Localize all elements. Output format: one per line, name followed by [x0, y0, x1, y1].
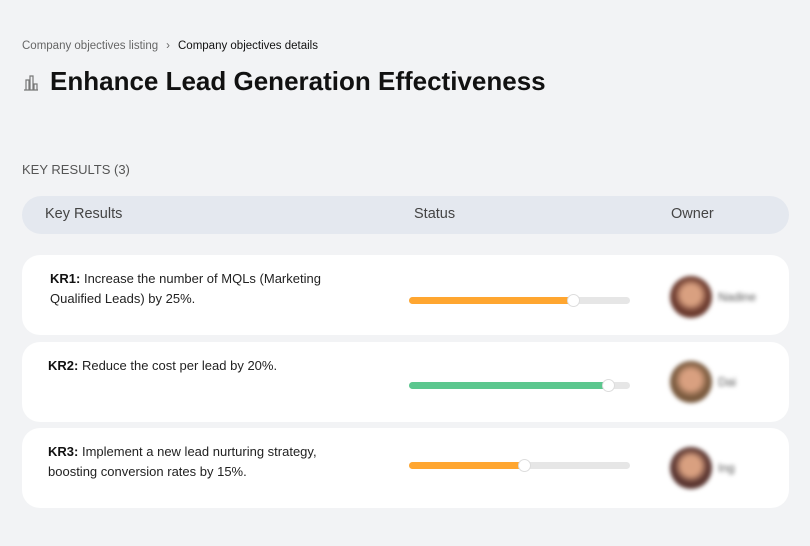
building-icon — [24, 74, 38, 91]
column-owner: Owner — [671, 206, 714, 222]
key-result-text: KR2: Reduce the cost per lead by 20%. — [48, 356, 368, 376]
owner[interactable]: Dai — [670, 361, 736, 403]
progress-bar — [409, 459, 630, 472]
breadcrumb-link-listing[interactable]: Company objectives listing — [22, 40, 159, 52]
section-label: KEY RESULTS (3) — [22, 162, 130, 177]
progress-bar — [409, 294, 630, 307]
column-key-results: Key Results — [45, 206, 123, 222]
progress-fill — [409, 297, 573, 304]
owner-name: Dai — [718, 375, 737, 389]
breadcrumb: Company objectives listing › Company obj… — [22, 40, 318, 52]
chevron-right-icon: › — [166, 40, 170, 52]
table-row[interactable]: KR3: Implement a new lead nurturing stra… — [22, 428, 789, 508]
key-result-id: KR2: — [48, 358, 79, 373]
key-result-id: KR1: — [50, 271, 81, 286]
key-result-text: KR3: Implement a new lead nurturing stra… — [48, 442, 368, 482]
owner[interactable]: Nadine — [670, 276, 756, 318]
page-title: Enhance Lead Generation Effectiveness — [50, 66, 546, 96]
avatar — [670, 447, 712, 489]
progress-bar — [409, 379, 630, 392]
progress-knob — [601, 379, 615, 392]
progress-fill — [409, 382, 608, 389]
owner-name: Nadine — [718, 290, 757, 304]
progress-knob — [566, 294, 580, 307]
progress-fill — [409, 462, 524, 469]
key-result-id: KR3: — [48, 444, 79, 459]
breadcrumb-current: Company objectives details — [178, 40, 318, 52]
avatar — [670, 276, 712, 318]
owner[interactable]: Ing — [670, 447, 735, 489]
column-status: Status — [414, 206, 456, 222]
owner-name: Ing — [718, 461, 735, 475]
table-row[interactable]: KR2: Reduce the cost per lead by 20%. Da… — [22, 342, 789, 422]
key-result-description: Increase the number of MQLs (Marketing Q… — [50, 271, 321, 306]
key-result-text: KR1: Increase the number of MQLs (Market… — [50, 269, 370, 309]
progress-knob — [517, 459, 531, 472]
key-result-description: Reduce the cost per lead by 20%. — [78, 358, 278, 373]
table-row[interactable]: KR1: Increase the number of MQLs (Market… — [22, 255, 789, 335]
avatar — [670, 361, 712, 403]
key-result-description: Implement a new lead nurturing strategy,… — [48, 444, 317, 479]
table-header: Key Results Status Owner — [22, 196, 789, 234]
